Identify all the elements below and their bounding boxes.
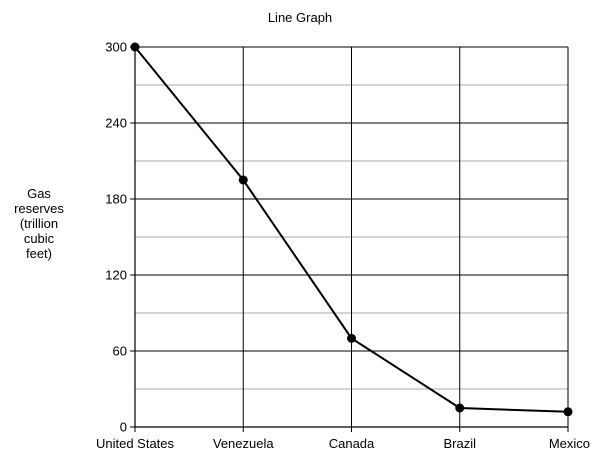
data-point xyxy=(455,403,465,413)
y-tick-label: 120 xyxy=(105,268,127,283)
y-axis-label-line: feet) xyxy=(25,246,52,261)
y-axis-label: Gas reserves (trillion cubic feet) xyxy=(0,186,78,261)
x-tick-label: Brazil xyxy=(443,436,476,451)
y-axis-label-line: Gas xyxy=(27,186,51,201)
data-point xyxy=(347,333,356,343)
data-point xyxy=(238,175,248,185)
chart-title: Line Graph xyxy=(267,10,333,25)
y-tick-label: 0 xyxy=(120,420,127,435)
x-tick-label: Mexico xyxy=(549,436,590,451)
y-axis-label-line: cubic xyxy=(23,231,55,246)
y-tick-label: 60 xyxy=(113,344,127,359)
y-axis-label-line: (trillion xyxy=(19,216,59,231)
y-tick-label: 300 xyxy=(105,40,127,55)
data-point xyxy=(563,407,573,417)
x-tick-label: United States xyxy=(96,436,175,451)
y-tick-label: 240 xyxy=(105,116,127,131)
y-axis-label-line: reserves xyxy=(14,201,64,216)
y-tick-label: 180 xyxy=(105,192,127,207)
data-point xyxy=(130,42,140,52)
x-tick-label: Canada xyxy=(329,436,375,451)
x-tick-label: Venezuela xyxy=(213,436,274,451)
